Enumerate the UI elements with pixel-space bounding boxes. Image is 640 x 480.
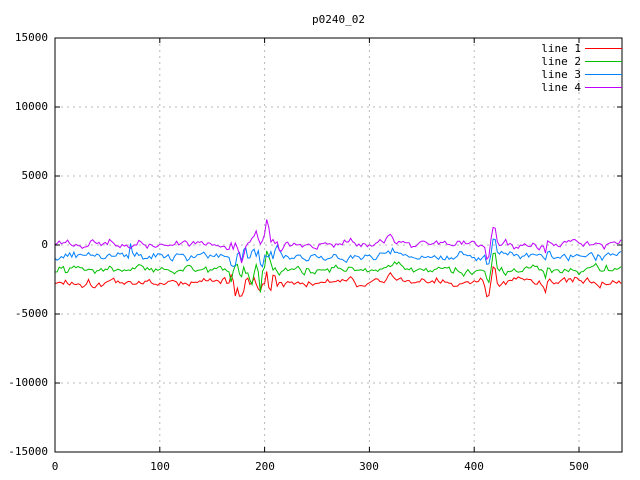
chart-title: p0240_02 — [312, 13, 365, 26]
x-tick-label: 500 — [569, 460, 589, 473]
x-tick-label: 200 — [255, 460, 275, 473]
y-tick-label: -15000 — [8, 445, 48, 458]
y-tick-label: 5000 — [21, 169, 49, 182]
legend-line-sample — [585, 61, 622, 62]
series-line-4 — [55, 219, 622, 264]
y-tick-label: -10000 — [8, 376, 48, 389]
x-tick-label: 400 — [464, 460, 484, 473]
series-line-3 — [55, 238, 622, 268]
legend-entry: line 3 — [440, 68, 622, 81]
legend-line-sample — [585, 74, 622, 75]
series-line-2 — [55, 250, 622, 293]
legend-line-sample — [585, 87, 622, 88]
legend-label: line 2 — [541, 55, 581, 68]
x-tick-label: 0 — [51, 460, 59, 473]
plot-border — [54, 37, 623, 453]
y-tick-label: 10000 — [14, 100, 48, 113]
y-tick-label: -5000 — [14, 307, 48, 320]
y-tick-label: 15000 — [14, 31, 48, 44]
legend-line-sample — [585, 48, 622, 49]
series-line-1 — [55, 265, 622, 298]
legend-label: line 1 — [541, 42, 581, 55]
legend-entry: line 4 — [440, 81, 622, 94]
legend-label: line 3 — [541, 68, 581, 81]
legend-entry: line 1 — [440, 42, 622, 55]
x-tick-label: 100 — [150, 460, 170, 473]
legend-label: line 4 — [541, 81, 581, 94]
x-tick-label: 300 — [359, 460, 379, 473]
legend-entry: line 2 — [440, 55, 622, 68]
y-tick-label: 0 — [41, 238, 48, 251]
